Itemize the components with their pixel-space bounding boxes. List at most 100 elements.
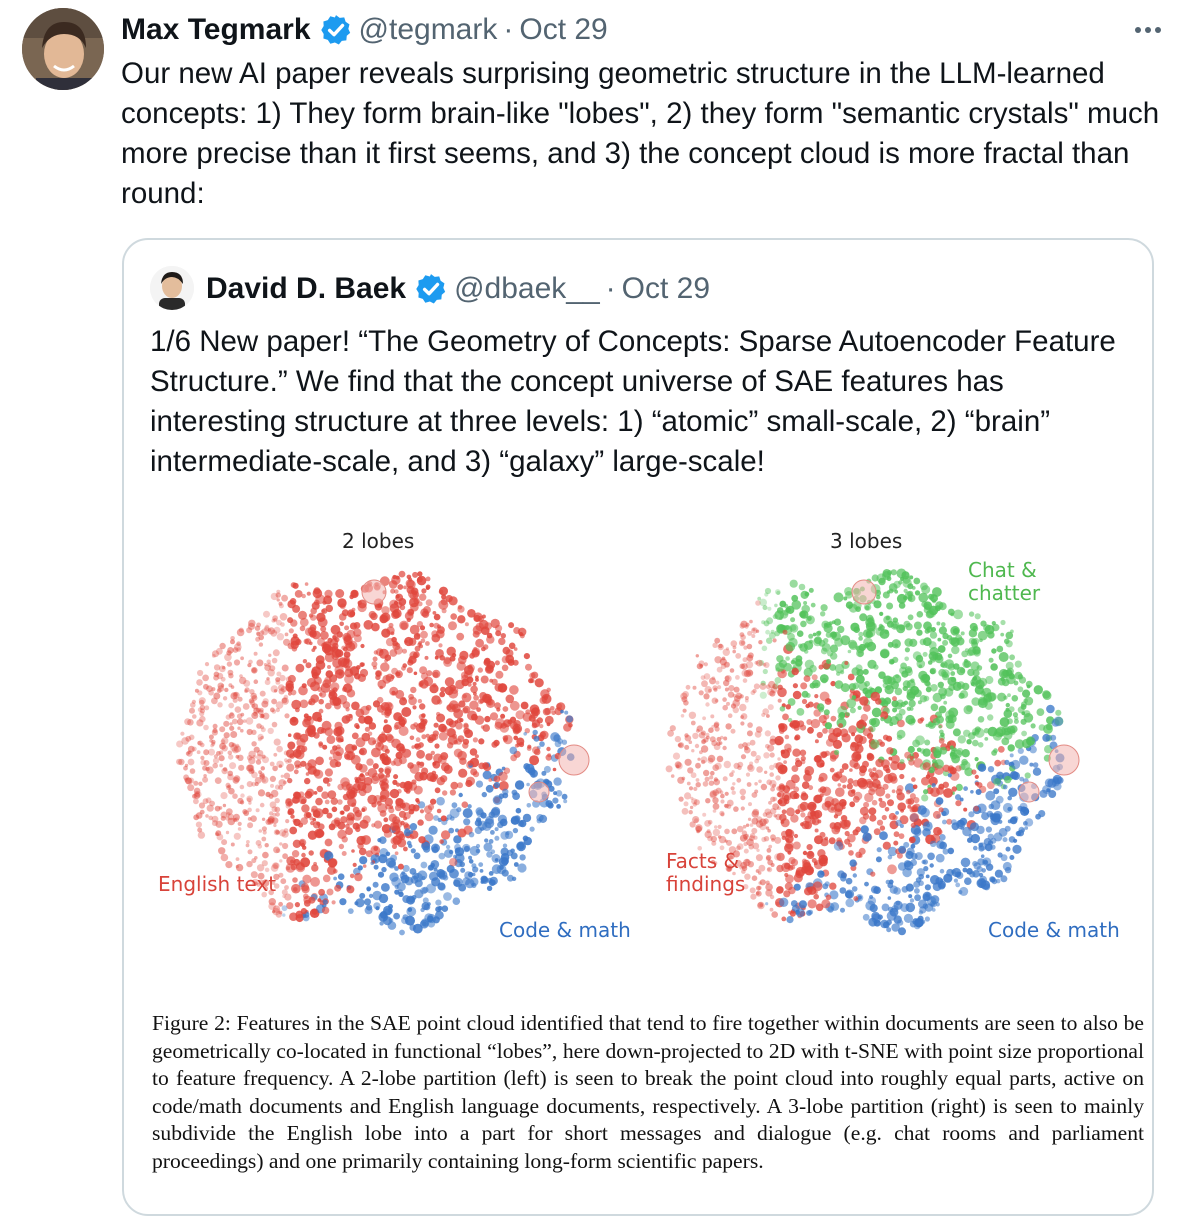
scatter-point — [826, 895, 832, 901]
scatter-point — [968, 647, 977, 656]
scatter-point — [459, 793, 463, 797]
scatter-point — [892, 696, 897, 701]
scatter-point — [272, 619, 276, 623]
scatter-point — [187, 784, 194, 791]
scatter-point — [877, 847, 882, 852]
scatter-point — [976, 826, 984, 834]
scatter-point — [463, 808, 473, 818]
scatter-point — [202, 766, 207, 771]
scatter-point — [341, 646, 345, 650]
scatter-point — [484, 716, 490, 722]
scatter-point — [910, 813, 920, 823]
scatter-point — [1008, 788, 1017, 797]
scatter-point — [309, 850, 314, 855]
author-handle[interactable]: @tegmark — [359, 13, 498, 47]
scatter-point — [221, 854, 229, 862]
scatter-point — [922, 860, 926, 864]
scatter-point — [271, 699, 277, 705]
scatter-point — [339, 898, 346, 905]
quoted-avatar[interactable] — [150, 266, 194, 310]
scatter-point — [429, 826, 438, 835]
more-options-button[interactable] — [1130, 14, 1166, 44]
scatter-point — [1009, 855, 1014, 860]
scatter-point — [814, 755, 822, 763]
scatter-point — [276, 746, 283, 753]
scatter-point — [306, 662, 312, 668]
scatter-point — [292, 877, 298, 883]
scatter-point — [510, 747, 518, 755]
label-code-math-right: Code & math — [988, 919, 1120, 942]
scatter-point — [813, 638, 822, 647]
scatter-point — [254, 652, 258, 656]
scatter-point — [498, 638, 505, 645]
scatter-point — [294, 769, 299, 774]
scatter-point — [359, 748, 367, 756]
dot-separator: · — [503, 13, 513, 47]
scatter-point — [689, 810, 693, 814]
scatter-point — [717, 756, 724, 763]
scatter-point — [1053, 775, 1062, 784]
scatter-point — [303, 894, 309, 900]
scatter-point — [702, 813, 706, 817]
scatter-point — [531, 773, 535, 777]
scatter-point — [281, 775, 284, 778]
scatter-point — [740, 721, 744, 725]
scatter-point — [904, 861, 913, 870]
quoted-tweet-date[interactable]: Oct 29 — [622, 272, 710, 306]
quoted-author-handle[interactable]: @dbaek__ — [454, 272, 600, 306]
scatter-point — [198, 708, 203, 713]
scatter-point — [516, 808, 522, 814]
scatter-point — [417, 819, 423, 825]
scatter-point — [732, 782, 735, 785]
scatter-point — [923, 637, 932, 646]
scatter-point — [745, 696, 749, 700]
scatter-point — [790, 911, 796, 917]
scatter-point — [453, 897, 461, 905]
scatter-point — [1003, 785, 1008, 790]
scatter-point — [379, 921, 383, 925]
scatter-point — [328, 778, 332, 782]
scatter-point — [351, 849, 355, 853]
scatter-point — [419, 644, 423, 648]
scatter-point — [307, 592, 311, 596]
scatter-point — [829, 837, 836, 844]
scatter-point — [539, 741, 545, 747]
scatter-point — [826, 739, 834, 747]
scatter-point — [886, 603, 893, 610]
scatter-point — [251, 741, 256, 746]
scatter-point — [228, 670, 234, 676]
quoted-tweet-card[interactable]: David D. Baek @dbaek__ · Oct 29 1/6 New … — [122, 238, 1154, 1216]
scatter-point — [876, 856, 882, 862]
scatter-point — [312, 909, 318, 915]
scatter-point — [227, 661, 232, 666]
quoted-tweet-header: David D. Baek @dbaek__ · Oct 29 — [206, 266, 710, 312]
scatter-point — [707, 829, 711, 833]
scatter-point — [255, 777, 262, 784]
scatter-point — [233, 698, 238, 703]
paper-figure[interactable]: 2 lobes 3 lobes English text Code & math… — [124, 530, 1152, 990]
scatter-point — [782, 714, 789, 721]
avatar[interactable] — [22, 8, 104, 90]
tweet-date[interactable]: Oct 29 — [519, 13, 607, 47]
scatter-point — [800, 621, 807, 628]
author-name[interactable]: Max Tegmark — [121, 13, 311, 47]
scatter-point — [701, 745, 708, 752]
scatter-point — [737, 766, 742, 771]
quoted-author-name[interactable]: David D. Baek — [206, 272, 406, 306]
scatter-point — [316, 660, 326, 670]
scatter-point — [416, 800, 420, 804]
scatter-point — [266, 677, 269, 680]
scatter-point — [728, 685, 734, 691]
scatter-point — [746, 824, 749, 827]
scatter-point — [875, 770, 884, 779]
scatter-point — [849, 683, 856, 690]
scatter-point — [710, 771, 715, 776]
scatter-point — [939, 842, 947, 850]
scatter-point — [1007, 796, 1012, 801]
scatter-point — [369, 894, 373, 898]
scatter-point — [563, 799, 567, 803]
scatter-point — [444, 657, 451, 664]
scatter-point — [973, 806, 979, 812]
scatter-point — [276, 848, 281, 853]
scatter-point — [743, 678, 748, 683]
